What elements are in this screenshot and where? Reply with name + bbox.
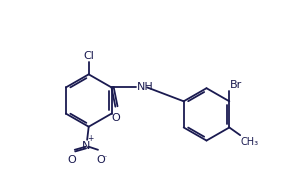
Text: ⁻: ⁻ bbox=[103, 154, 107, 163]
Text: O: O bbox=[111, 113, 120, 123]
Text: NH: NH bbox=[137, 82, 154, 92]
Text: Cl: Cl bbox=[83, 51, 94, 61]
Text: +: + bbox=[87, 134, 93, 143]
Text: O: O bbox=[97, 155, 105, 165]
Text: O: O bbox=[67, 155, 76, 165]
Text: CH₃: CH₃ bbox=[241, 137, 259, 147]
Text: Br: Br bbox=[230, 80, 242, 90]
Text: N: N bbox=[82, 141, 90, 151]
